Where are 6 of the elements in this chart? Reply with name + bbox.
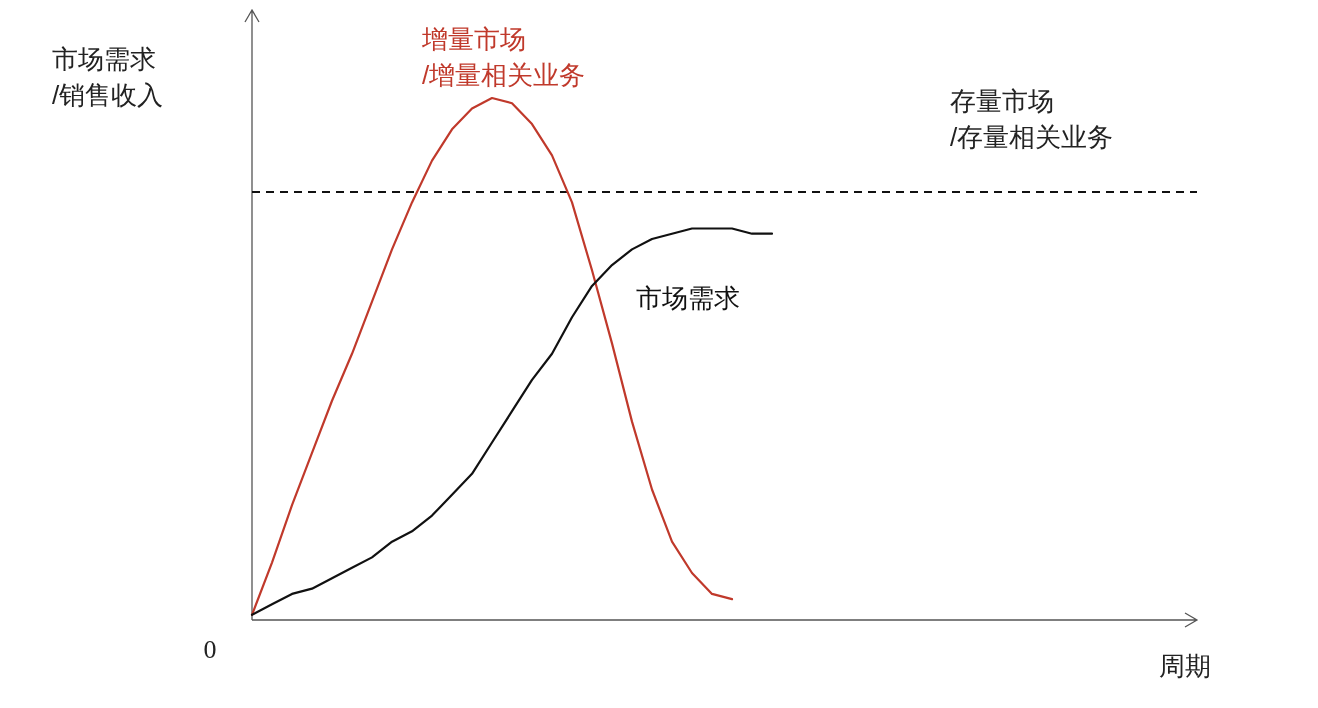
- y-axis-title: 市场需求 /销售收入: [52, 44, 164, 110]
- x-axis-title: 周期: [1159, 651, 1211, 681]
- series-label: 市场需求: [636, 283, 740, 314]
- ref-line-label: 存量市场 /存量相关业务: [950, 85, 1114, 152]
- text: 0: [203, 635, 217, 664]
- series-label: 增量市场 /增量相关业务: [421, 24, 586, 90]
